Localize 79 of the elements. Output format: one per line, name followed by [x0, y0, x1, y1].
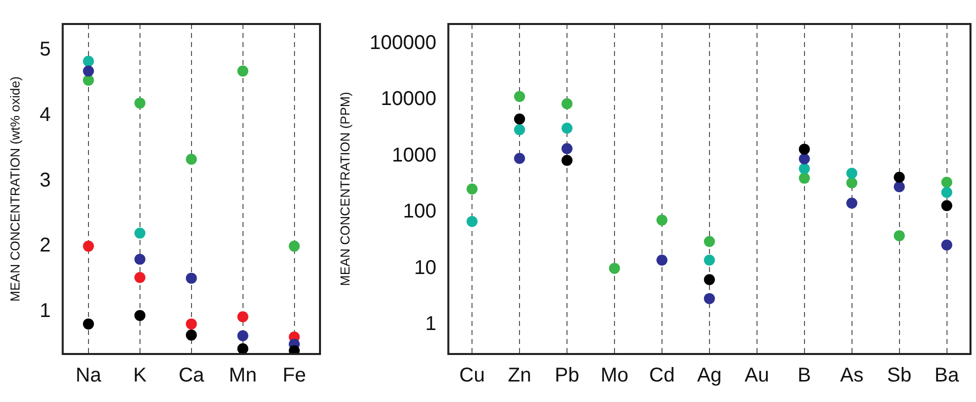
- point: [656, 214, 668, 226]
- y-tick-label: 2: [40, 234, 51, 257]
- point: [134, 98, 146, 109]
- y-tick-label: 3: [40, 169, 51, 192]
- y-tick-label: 1000: [392, 144, 436, 166]
- x-tick-label: Ag: [697, 364, 722, 387]
- point: [798, 144, 810, 155]
- y-axis-title: MEAN CONCENTRATION (wt% oxide): [7, 76, 22, 302]
- point: [846, 168, 858, 179]
- point: [941, 200, 952, 212]
- x-tick-label: Au: [744, 364, 770, 387]
- point: [237, 311, 248, 322]
- point: [798, 153, 810, 164]
- point: [562, 98, 573, 110]
- point: [704, 254, 715, 266]
- point: [704, 293, 715, 304]
- point: [514, 91, 526, 102]
- y-tick-label: 10000: [380, 88, 436, 110]
- point: [798, 172, 810, 184]
- x-tick-label: K: [133, 364, 148, 387]
- point: [237, 330, 248, 342]
- y-tick-label: 100: [402, 200, 436, 223]
- y-tick-label: 5: [40, 38, 51, 61]
- point: [186, 330, 197, 341]
- point: [562, 143, 573, 154]
- point: [514, 114, 526, 125]
- point: [134, 228, 146, 239]
- point: [82, 318, 94, 330]
- x-tick-label: Na: [76, 364, 102, 387]
- point: [846, 177, 858, 188]
- point: [514, 124, 526, 136]
- x-tick-label: Fe: [282, 364, 306, 387]
- point: [514, 152, 526, 164]
- x-tick-label: Mo: [600, 364, 628, 387]
- y-tick-label: 100000: [370, 32, 436, 54]
- y-axis-title: MEAN CONCENTRATION (PPM): [337, 92, 352, 286]
- point: [186, 318, 197, 330]
- x-tick-label: Ca: [178, 364, 206, 387]
- point: [608, 262, 620, 274]
- point: [134, 310, 146, 321]
- point: [704, 236, 715, 247]
- point: [82, 74, 94, 86]
- point: [846, 198, 858, 209]
- point: [82, 56, 94, 67]
- x-tick-label: Cd: [649, 364, 675, 387]
- x-tick-label: Ba: [934, 364, 960, 387]
- point: [134, 272, 146, 284]
- x-tick-label: Cu: [459, 364, 485, 387]
- point: [82, 240, 94, 252]
- point: [562, 122, 573, 134]
- point: [894, 181, 905, 192]
- y-tick-label: 4: [40, 104, 51, 126]
- point: [656, 254, 668, 266]
- point: [894, 230, 905, 242]
- point: [288, 240, 300, 252]
- y-tick-label: 10: [414, 256, 436, 279]
- point: [186, 272, 197, 284]
- point: [466, 183, 478, 194]
- x-tick-label: Sb: [887, 364, 912, 387]
- point: [894, 172, 905, 183]
- point: [466, 216, 478, 227]
- point: [798, 163, 810, 174]
- point: [704, 274, 715, 286]
- y-tick-label: 1: [40, 300, 51, 322]
- point: [82, 66, 94, 77]
- point: [134, 254, 146, 265]
- point: [562, 154, 573, 166]
- x-tick-label: Pb: [554, 364, 580, 387]
- x-tick-label: Zn: [508, 364, 532, 387]
- point: [941, 186, 952, 198]
- point: [186, 154, 197, 165]
- x-tick-label: As: [840, 364, 864, 387]
- x-tick-label: B: [798, 364, 812, 387]
- point: [941, 239, 952, 250]
- y-tick-label: 1: [425, 313, 436, 336]
- x-tick-label: Mn: [228, 364, 257, 387]
- point: [237, 343, 248, 354]
- point: [237, 66, 248, 77]
- point: [941, 176, 952, 188]
